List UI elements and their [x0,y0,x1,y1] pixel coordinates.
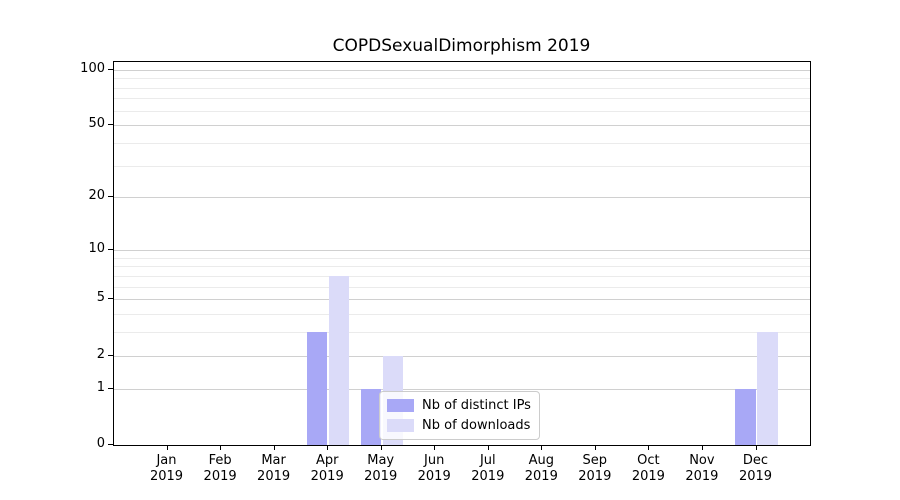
y-tick-label-5: 5 [96,290,105,306]
bar-nb-of-distinct-ips-may-2019 [360,388,381,445]
y-tick-label-1: 1 [96,379,105,395]
x-tick-label-aug-2019: Aug 2019 [524,453,558,484]
bar-nb-of-downloads-dec-2019 [757,332,778,445]
gridline-minor-30 [114,165,810,167]
gridline-minor-40 [114,143,810,144]
x-tick-label-apr-2019: Apr 2019 [310,453,344,484]
y-tick-label-0: 0 [96,436,105,451]
y-tick-label-50: 50 [88,116,105,132]
gridline-major-5 [114,299,810,301]
gridline-minor-3 [114,332,810,334]
gridline-major-50 [114,125,810,127]
gridline-minor-7 [114,275,810,277]
x-tick-label-nov-2019: Nov 2019 [685,453,719,484]
x-tick-label-sep-2019: Sep 2019 [578,453,612,484]
gridline-minor-80 [114,87,810,89]
x-tick-label-jun-2019: Jun 2019 [417,453,451,484]
gridline-major-1 [114,388,810,390]
chart-title: COPDSexualDimorphism 2019 [332,36,591,56]
gridline-minor-90 [114,78,810,80]
gridline-minor-6 [114,286,810,288]
legend-item-downloads: Nb of downloads [387,417,531,434]
gridline-minor-8 [114,266,810,268]
x-tick-label-oct-2019: Oct 2019 [631,453,665,484]
x-tick-label-jan-2019: Jan 2019 [149,453,184,484]
gridline-minor-70 [114,98,810,100]
gridline-major-10 [114,250,810,251]
legend: Nb of distinct IPs Nb of downloads [379,391,540,440]
y-tick-label-100: 100 [80,60,105,76]
gridline-minor-9 [114,257,810,259]
y-tick-label-10: 10 [88,241,105,256]
gridline-minor-60 [114,110,810,112]
gridline-minor-4 [114,314,810,316]
y-tick-label-20: 20 [88,188,105,204]
plot-area: Nb of distinct IPs Nb of downloads [113,61,811,446]
legend-label-downloads: Nb of downloads [422,418,531,433]
x-tick-label-jul-2019: Jul 2019 [471,453,505,484]
legend-swatch-downloads-icon [387,419,414,432]
x-tick-label-dec-2019: Dec 2019 [738,453,773,484]
y-tick-label-2: 2 [96,346,105,362]
gridline-major-20 [114,197,810,199]
x-tick-label-may-2019: May 2019 [364,453,398,484]
bar-nb-of-distinct-ips-apr-2019 [307,332,328,445]
x-tick-label-feb-2019: Feb 2019 [203,453,237,484]
gridline-major-100 [114,69,810,71]
legend-swatch-distinct-ips-icon [387,399,414,412]
x-tick-label-mar-2019: Mar 2019 [257,453,291,484]
legend-label-distinct-ips: Nb of distinct IPs [422,398,531,413]
gridline-major-2 [114,355,810,357]
bar-nb-of-downloads-apr-2019 [329,275,350,445]
legend-item-distinct-ips: Nb of distinct IPs [387,397,531,414]
bar-nb-of-distinct-ips-dec-2019 [735,388,756,445]
